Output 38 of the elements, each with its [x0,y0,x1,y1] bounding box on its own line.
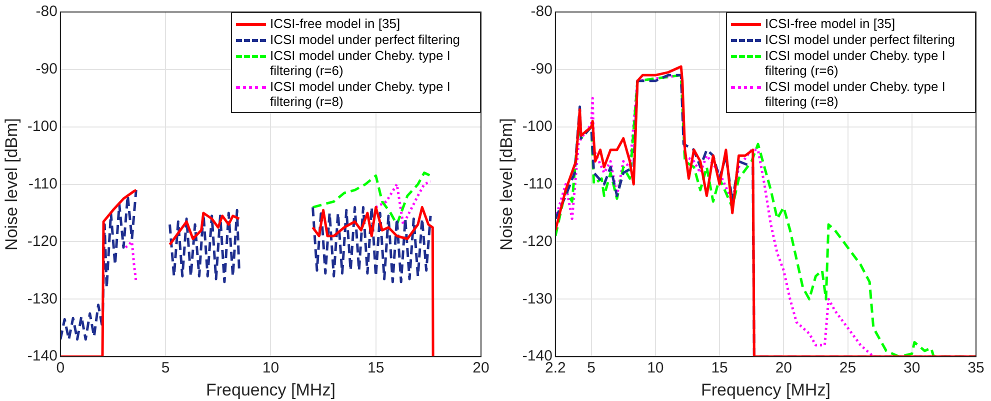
x-axis-title: Frequency [MHz] [206,380,336,400]
x-tick-label: 10 [262,360,280,377]
y-tick-label: -140 [27,348,58,365]
legend-label: ICSI model under Cheby. type I filtering (r=8) [270,79,452,109]
x-tick-label: 5 [161,360,170,377]
legend-label: ICSI model under perfect filtering [270,32,460,47]
y-axis-title: Noise level [dBm] [496,118,516,250]
x-tick-label: 25 [839,360,856,377]
y-tick-label: -120 [522,232,552,250]
x-axis-title: Frequency [MHz] [700,380,830,400]
y-tick-label: -110 [524,175,552,192]
x-tick-label: 0 [56,360,65,377]
x-tick-label: 35 [968,360,984,377]
x-tick-label: 20 [472,360,490,377]
y-tick-label: -80 [530,3,552,20]
line-series [312,172,432,226]
y-tick-label: -130 [522,290,552,308]
legend-label: ICSI model under perfect filtering [765,32,956,47]
x-tick-label: 30 [904,360,920,377]
x-tick-label: 15 [368,360,384,377]
y-tick-label: -90 [530,60,552,78]
legend-label: ICSI model under Cheby. type I filtering (r=6) [270,48,452,78]
legend-label: ICSI model under Cheby. type I filtering (r=6) [765,48,946,78]
legend-label: ICSI model under Cheby. type I filtering (r=8) [765,79,946,109]
y-tick-label: -120 [27,232,58,250]
y-tick-label: -100 [522,118,552,136]
x-tick-label: 15 [711,360,728,377]
y-axis-title: Noise level [dBm] [2,118,21,250]
y-tick-label: -80 [36,3,58,20]
x-tick-label: 10 [647,360,664,377]
legend-label: ICSI-free model in [35] [270,16,400,31]
x-tick-label: 20 [775,360,792,377]
x-tick-label: 5 [587,360,596,377]
y-tick-label: -110 [28,175,58,192]
y-tick-label: -90 [36,60,58,78]
y-tick-label: -130 [27,290,58,308]
legend-label: ICSI-free model in [35] [765,16,896,31]
y-tick-label: -100 [27,118,58,136]
